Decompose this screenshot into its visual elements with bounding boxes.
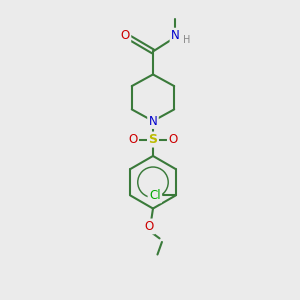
Text: N: N (148, 115, 158, 128)
Text: O: O (168, 133, 178, 146)
Text: O: O (121, 28, 130, 41)
Text: N: N (171, 29, 180, 42)
Text: O: O (128, 133, 138, 146)
Text: Cl: Cl (149, 189, 161, 202)
Text: O: O (145, 220, 154, 233)
Text: H: H (183, 35, 190, 45)
Text: S: S (148, 133, 158, 146)
